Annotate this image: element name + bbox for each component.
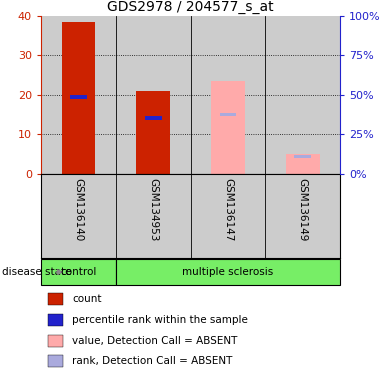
Bar	[48, 334, 63, 347]
Text: GSM136147: GSM136147	[223, 178, 233, 241]
Bar	[220, 113, 236, 116]
Text: disease state: disease state	[2, 267, 71, 277]
Text: GSM136149: GSM136149	[298, 178, 308, 241]
Text: rank, Detection Call = ABSENT: rank, Detection Call = ABSENT	[72, 356, 233, 366]
Bar	[62, 22, 95, 174]
Bar	[211, 81, 245, 174]
Text: control: control	[60, 267, 97, 277]
Bar	[70, 95, 87, 99]
Bar	[116, 259, 340, 285]
Bar	[286, 154, 320, 174]
Bar	[41, 259, 116, 285]
Bar	[48, 314, 63, 326]
Text: count: count	[72, 294, 102, 304]
Bar	[136, 91, 170, 174]
Bar	[48, 293, 63, 305]
Title: GDS2978 / 204577_s_at: GDS2978 / 204577_s_at	[107, 0, 274, 14]
Text: multiple sclerosis: multiple sclerosis	[182, 267, 274, 277]
Text: GSM136140: GSM136140	[73, 178, 84, 241]
Bar	[48, 355, 63, 367]
Text: GSM134953: GSM134953	[148, 178, 158, 241]
Bar	[145, 116, 162, 121]
Text: percentile rank within the sample: percentile rank within the sample	[72, 315, 248, 325]
Bar	[294, 155, 311, 158]
Text: value, Detection Call = ABSENT: value, Detection Call = ABSENT	[72, 336, 238, 346]
